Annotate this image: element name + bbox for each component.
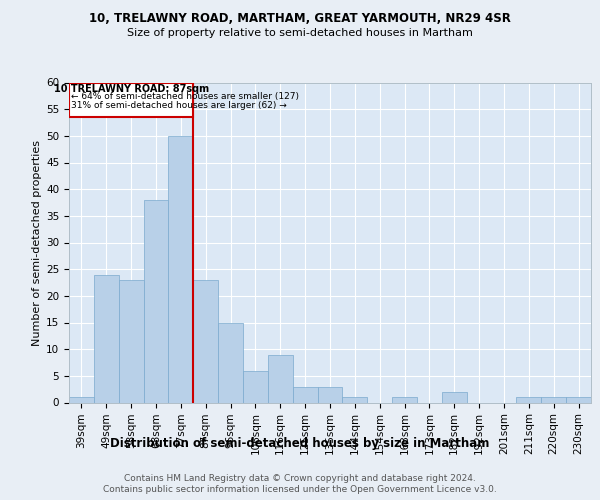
Bar: [442, 392, 467, 402]
Bar: [243, 370, 268, 402]
Text: Contains public sector information licensed under the Open Government Licence v3: Contains public sector information licen…: [103, 485, 497, 494]
Bar: [392, 397, 417, 402]
Text: Size of property relative to semi-detached houses in Martham: Size of property relative to semi-detach…: [127, 28, 473, 38]
Bar: [69, 82, 193, 117]
Bar: [143, 200, 169, 402]
Bar: [317, 386, 343, 402]
Text: Contains HM Land Registry data © Crown copyright and database right 2024.: Contains HM Land Registry data © Crown c…: [124, 474, 476, 483]
Bar: [541, 397, 566, 402]
Bar: [119, 280, 143, 402]
Text: ← 64% of semi-detached houses are smaller (127): ← 64% of semi-detached houses are smalle…: [71, 92, 299, 100]
Bar: [169, 136, 193, 402]
Bar: [517, 397, 541, 402]
Bar: [566, 397, 591, 402]
Text: 10 TRELAWNY ROAD: 87sqm: 10 TRELAWNY ROAD: 87sqm: [53, 84, 209, 94]
Bar: [293, 386, 317, 402]
Text: 10, TRELAWNY ROAD, MARTHAM, GREAT YARMOUTH, NR29 4SR: 10, TRELAWNY ROAD, MARTHAM, GREAT YARMOU…: [89, 12, 511, 26]
Bar: [94, 274, 119, 402]
Bar: [218, 322, 243, 402]
Bar: [69, 397, 94, 402]
Bar: [268, 354, 293, 403]
Text: Distribution of semi-detached houses by size in Martham: Distribution of semi-detached houses by …: [110, 438, 490, 450]
Text: 31% of semi-detached houses are larger (62) →: 31% of semi-detached houses are larger (…: [71, 100, 287, 110]
Bar: [193, 280, 218, 402]
Bar: [343, 397, 367, 402]
Y-axis label: Number of semi-detached properties: Number of semi-detached properties: [32, 140, 42, 346]
